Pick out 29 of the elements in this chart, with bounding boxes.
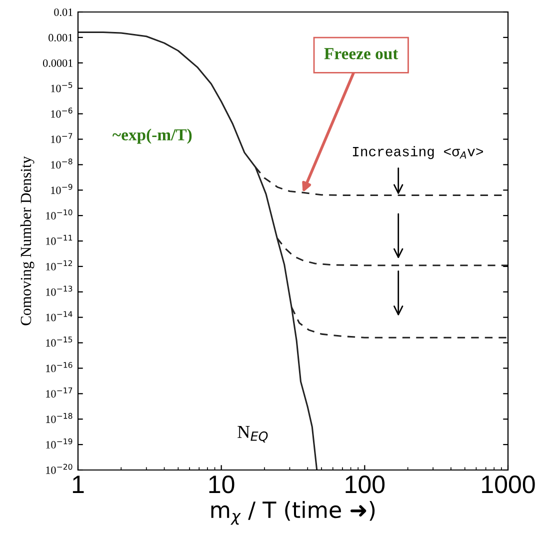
y-tick-label: 10$^{−11}$: [46, 234, 72, 245]
y-tick-label: 10$^{−9}$: [51, 184, 72, 194]
annotation: Freeze out: [324, 48, 398, 60]
y-tick-label: 10$^{−5}$: [51, 82, 72, 92]
y-axis-title: Comoving Number Density: [20, 156, 34, 326]
y-tick-label: 10$^{−16}$: [46, 362, 72, 372]
y-tick-label: 0.01: [54, 8, 72, 16]
y-tick-label: 10$^{−19}$: [46, 438, 72, 449]
y-tick-label: 10$^{−18}$: [46, 412, 72, 424]
y-tick-label: 10$^{−7}$: [51, 133, 72, 144]
x-tick-label: 1000: [482, 476, 535, 494]
x-tick-label: 10: [209, 476, 234, 494]
y-tick-label: 0.001: [48, 34, 72, 42]
y-tick-label: 10$^{−20}$: [46, 464, 72, 474]
y-tick-label: 10$^{−14}$: [46, 311, 72, 322]
y-tick-label: 10$^{−17}$: [46, 388, 72, 398]
annotation: N$_{EQ}$: [238, 426, 268, 442]
y-tick-label: 10$^{−12}$: [46, 260, 72, 270]
y-tick-label: 0.0001: [43, 59, 72, 67]
y-tick-label: 10$^{−8}$: [51, 158, 72, 169]
y-tick-label: 10$^{−6}$: [51, 108, 72, 118]
annotation: ~exp(-m/T): [112, 128, 192, 144]
x-tick-label: 1: [72, 476, 84, 493]
annotation: Increasing <σ$_{A}$v>: [352, 146, 483, 160]
y-tick-label: 10$^{−10}$: [46, 209, 72, 220]
x-axis-title: m$_{χ}$ / T (time ➜): [211, 500, 375, 525]
y-tick-label: 10$^{−13}$: [46, 286, 72, 296]
x-tick-label: 100: [346, 476, 385, 494]
y-tick-label: 10$^{−15}$: [46, 336, 72, 347]
